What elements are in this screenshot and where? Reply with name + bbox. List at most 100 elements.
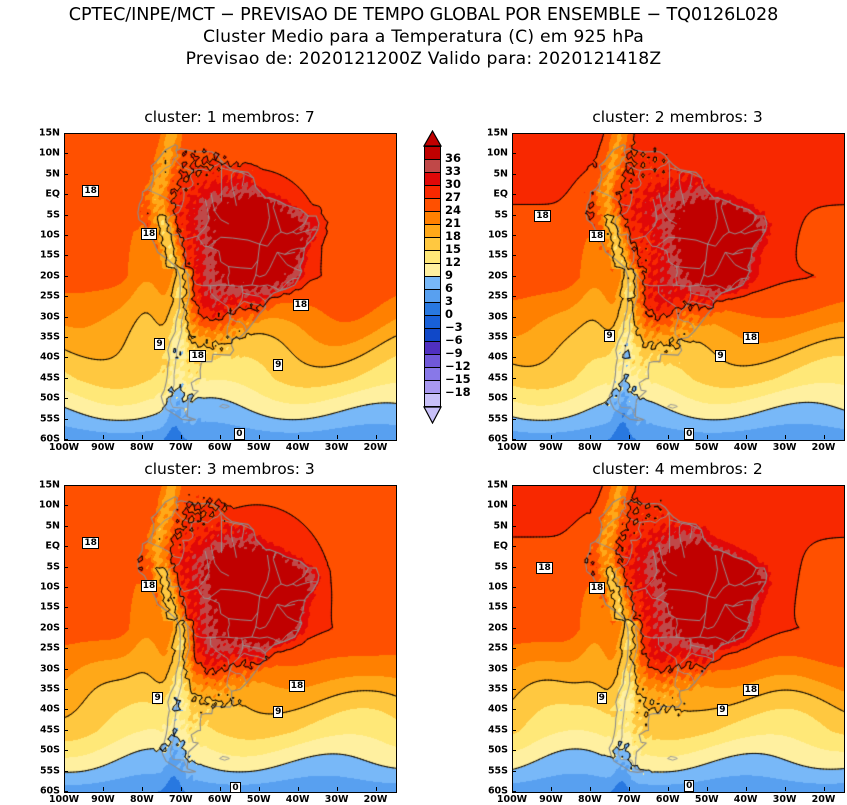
y-axis-tick	[64, 296, 68, 298]
x-axis-label: 40W	[733, 442, 758, 453]
colorbar-tick-label: 33	[445, 164, 462, 178]
contour-label: 9	[596, 692, 607, 705]
colorbar-swatch	[424, 250, 441, 264]
y-axis-label: 10N	[38, 147, 60, 159]
y-axis-label: 35S	[487, 683, 508, 695]
y-axis-label: 35S	[39, 331, 60, 343]
y-axis-tick	[512, 418, 516, 420]
contour-label: 18	[189, 350, 206, 363]
x-axis-label: 100W	[496, 794, 528, 805]
colorbar-tick-label: −12	[445, 359, 471, 373]
y-axis-tick	[64, 255, 68, 257]
y-axis-label: 25S	[39, 290, 60, 302]
y-axis-label: 45S	[39, 372, 60, 384]
x-axis-tick	[823, 787, 825, 791]
y-axis-label: 55S	[39, 413, 60, 425]
y-axis-tick	[64, 439, 68, 440]
y-axis-tick	[512, 505, 516, 507]
y-axis-label: EQ	[493, 188, 508, 200]
y-axis-label: 60S	[487, 785, 508, 797]
x-axis-tick	[784, 435, 786, 439]
y-axis-label: 30S	[487, 311, 508, 323]
colorbar-swatch	[424, 146, 441, 160]
x-axis-label: 70W	[168, 794, 193, 805]
x-axis-tick	[667, 435, 669, 439]
x-axis-tick	[745, 787, 747, 791]
y-axis-tick	[512, 173, 516, 175]
y-axis-tick	[512, 255, 516, 257]
y-axis-label: 60S	[39, 433, 60, 445]
panel-title: cluster: 3 membros: 3	[144, 460, 315, 478]
x-axis-label: 20W	[811, 442, 836, 453]
temperature-shading	[65, 134, 396, 440]
y-axis-label: 30S	[39, 663, 60, 675]
x-axis-label: 80W	[578, 794, 602, 805]
y-axis-tick	[64, 485, 68, 486]
map-panel-2: 18 18 18 9 9 0	[512, 133, 845, 441]
x-axis-label: 50W	[694, 794, 719, 805]
colorbar-tick-label: 27	[445, 190, 462, 204]
colorbar-min-arrow	[423, 406, 442, 424]
x-axis-label: 20W	[811, 794, 836, 805]
x-axis-tick	[64, 787, 65, 791]
y-axis-label: 10S	[487, 229, 508, 241]
y-axis-label: 50S	[39, 392, 60, 404]
colorbar-swatch	[424, 354, 441, 368]
y-axis-tick	[512, 398, 516, 400]
colorbar-tick-label: 12	[445, 255, 462, 269]
colorbar-swatch	[424, 263, 441, 277]
y-axis-label: 30S	[39, 311, 60, 323]
colorbar-tick-label: 18	[445, 229, 462, 243]
contour-label: 18	[292, 299, 310, 312]
x-axis-label: 60W	[655, 442, 680, 453]
panel-title: cluster: 4 membros: 2	[592, 460, 763, 478]
y-axis-label: 10S	[487, 581, 508, 593]
header-line-forecast: Previsao de: 2020121200Z Valido para: 20…	[185, 49, 662, 69]
y-axis-tick	[64, 627, 68, 629]
map-panel-3: 18 18 18 9 9 0	[64, 485, 397, 793]
y-axis-tick	[512, 770, 516, 772]
y-axis-label: 15N	[38, 127, 60, 139]
x-axis-tick	[297, 435, 299, 439]
y-axis-label: 60S	[39, 785, 60, 797]
x-axis-label: 30W	[324, 442, 349, 453]
y-axis-tick	[64, 153, 68, 155]
temperature-shading	[513, 134, 844, 440]
contour-label: 18	[742, 332, 760, 344]
panel-title: cluster: 1 membros: 7	[144, 108, 315, 126]
y-axis-label: 5S	[494, 561, 508, 573]
y-axis-tick	[512, 791, 516, 792]
y-axis-label: EQ	[45, 188, 60, 200]
y-axis-label: 40S	[487, 351, 508, 363]
y-axis-tick	[512, 566, 516, 568]
x-axis-tick	[219, 787, 221, 791]
y-axis-tick	[64, 214, 68, 216]
y-axis-label: 10N	[486, 499, 508, 511]
temperature-shading	[65, 486, 396, 792]
y-axis-tick	[512, 607, 516, 609]
y-axis-tick	[512, 709, 516, 711]
y-axis-tick	[64, 357, 68, 359]
x-axis-tick	[336, 787, 338, 791]
x-axis-label: 80W	[130, 442, 154, 453]
x-axis-label: 40W	[285, 442, 310, 453]
y-axis-tick	[512, 648, 516, 650]
x-axis-label: 30W	[772, 442, 797, 453]
colorbar-tick-label: 36	[445, 151, 462, 165]
x-axis-tick	[180, 435, 182, 439]
y-axis-label: 10S	[39, 229, 60, 241]
colorbar-swatch	[424, 302, 441, 316]
x-axis-tick	[297, 787, 299, 791]
colorbar-tick-label: 24	[445, 203, 462, 217]
y-axis-label: 15N	[38, 479, 60, 491]
y-axis-tick	[64, 709, 68, 711]
colorbar-swatch	[424, 289, 441, 303]
y-axis-label: 30S	[487, 663, 508, 675]
y-axis-tick	[64, 791, 68, 792]
x-axis-label: 60W	[207, 794, 232, 805]
contour-label: 18	[140, 227, 158, 240]
contour-label: 0	[230, 781, 241, 793]
colorbar-swatch	[424, 172, 441, 186]
x-axis-tick	[706, 787, 708, 791]
y-axis-tick	[512, 377, 516, 379]
